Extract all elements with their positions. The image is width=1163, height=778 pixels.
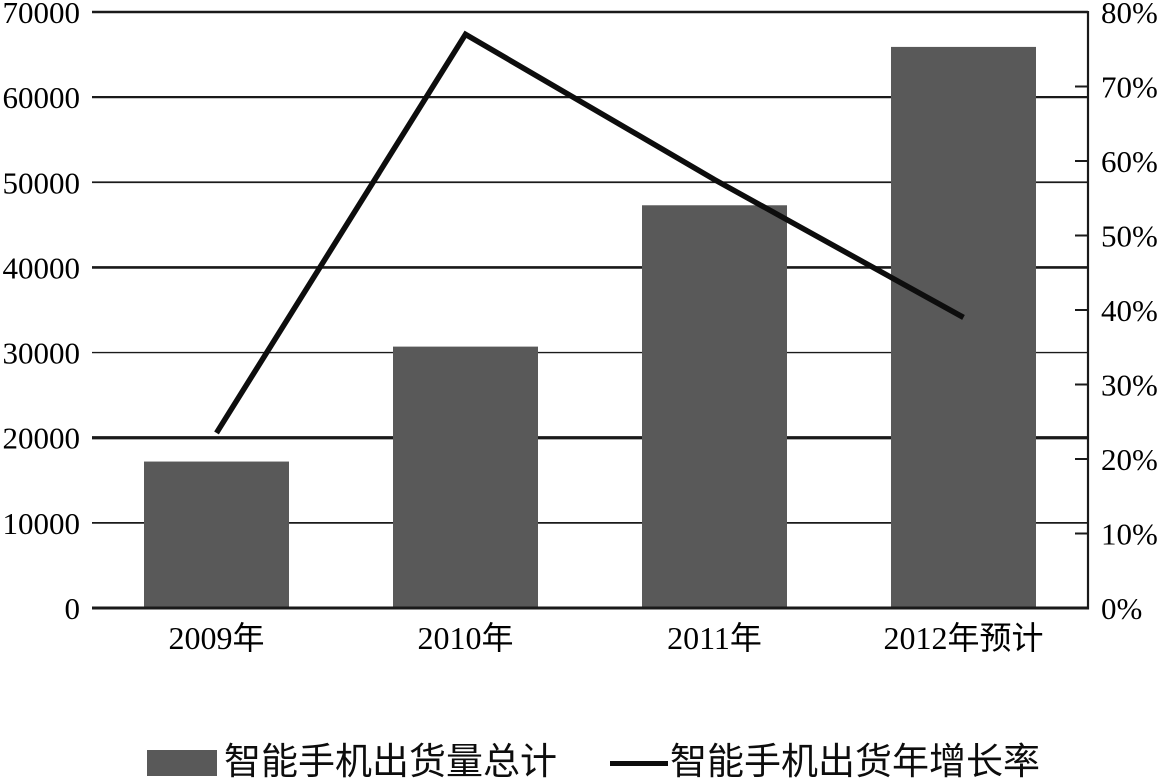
legend-item-shipments: 智能手机出货量总计 xyxy=(147,744,557,778)
x-axis-category-label: 2009年 xyxy=(168,620,264,656)
left-axis-tick-label: 50000 xyxy=(3,165,81,200)
right-axis-tick-label: 0% xyxy=(1101,591,1142,626)
right-axis-tick-label: 20% xyxy=(1101,442,1158,477)
right-axis-tick-label: 80% xyxy=(1101,0,1158,30)
legend-label-shipments: 智能手机出货量总计 xyxy=(224,742,557,778)
left-axis-tick-label: 60000 xyxy=(3,80,81,115)
bar-2012年预计 xyxy=(891,46,1036,609)
left-axis-tick-label: 70000 xyxy=(3,0,81,30)
x-axis-category-label: 2011年 xyxy=(667,620,762,656)
x-axis-category-label: 2012年预计 xyxy=(883,620,1043,656)
legend: 智能手机出货量总计 智能手机出货年增长率 xyxy=(0,738,1163,778)
left-axis-tick-label: 40000 xyxy=(3,250,81,285)
right-axis-tick-label: 50% xyxy=(1101,219,1158,254)
x-axis-category-label: 2010年 xyxy=(417,620,513,656)
right-axis-tick-label: 70% xyxy=(1101,70,1158,105)
line-legend-swatch xyxy=(610,760,668,766)
legend-label-growth: 智能手机出货年增长率 xyxy=(670,742,1040,778)
bar-2010年 xyxy=(393,346,538,608)
right-axis-tick-label: 30% xyxy=(1101,368,1158,403)
right-axis-tick-label: 10% xyxy=(1101,517,1158,552)
left-axis-tick-label: 0 xyxy=(65,591,81,626)
bar-legend-swatch xyxy=(147,750,217,776)
bar-2011年 xyxy=(642,205,787,608)
right-axis-tick-label: 40% xyxy=(1101,293,1158,328)
left-axis-tick-label: 30000 xyxy=(3,336,81,371)
growth-rate-line xyxy=(214,30,965,435)
bar-2009年 xyxy=(144,461,289,608)
left-axis-tick-label: 10000 xyxy=(3,506,81,541)
right-axis-tick-label: 60% xyxy=(1101,144,1158,179)
legend-item-growth: 智能手机出货年增长率 xyxy=(610,744,1040,778)
left-axis-tick-label: 20000 xyxy=(3,421,81,456)
